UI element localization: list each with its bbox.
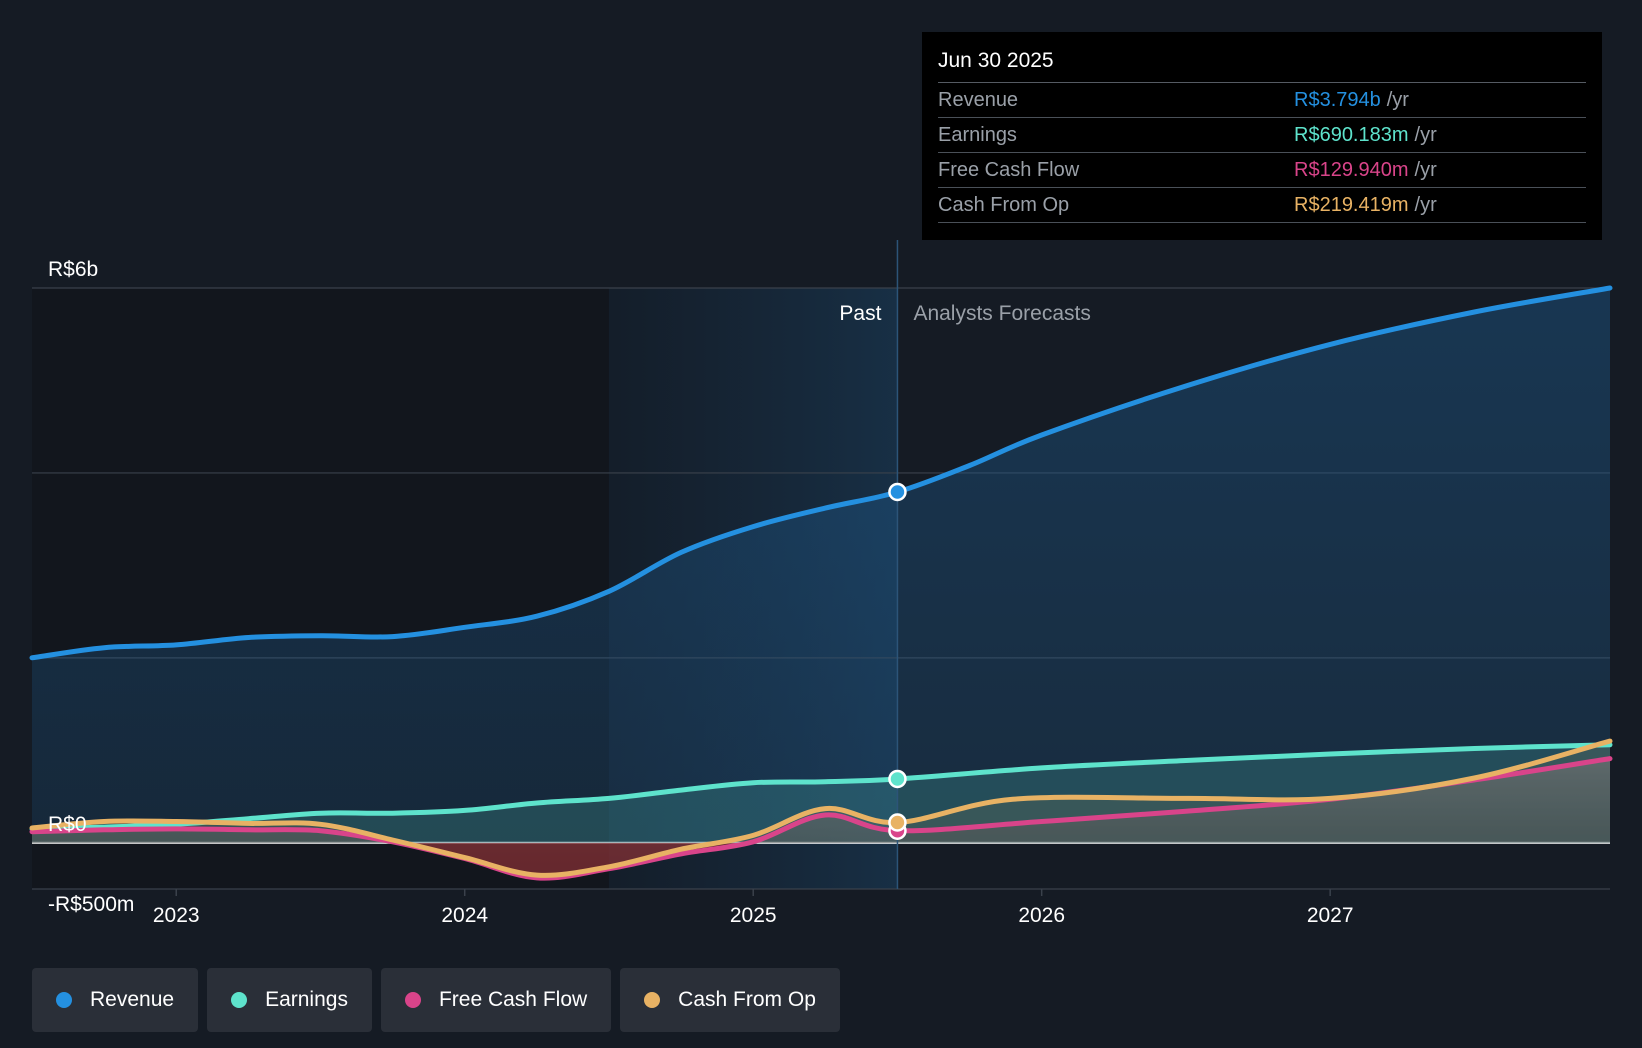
tooltip-value: R$129.940m (1294, 159, 1409, 181)
y-tick-label: R$6b (48, 258, 98, 281)
y-tick-label: -R$500m (48, 893, 134, 916)
tooltip-value: R$219.419m (1294, 194, 1409, 216)
legend-item-cash-from-op[interactable]: Cash From Op (620, 968, 840, 1032)
tooltip-row-free-cash-flow: Free Cash Flow R$129.940m /yr (938, 153, 1586, 188)
tooltip-value: R$690.183m (1294, 124, 1409, 146)
chart-area: R$6b R$0 -R$500m 2023 2024 2025 2026 2027 Past An… (29, 240, 1613, 927)
earnings-marker (888, 769, 907, 789)
cash-from-op-marker (888, 813, 907, 832)
tooltip-row-cash-from-op: Cash From Op R$219.419m /yr (938, 188, 1586, 223)
legend-label: Earnings (265, 988, 348, 1011)
revenue-line (29, 285, 1613, 661)
x-tick-label: 2023 (153, 904, 200, 927)
y-tick-label: R$0 (48, 813, 87, 836)
tooltip-label: Cash From Op (938, 194, 1070, 216)
legend-dot-icon (231, 992, 248, 1008)
legend-label: Free Cash Flow (438, 988, 588, 1011)
legend-label: Revenue (90, 988, 175, 1011)
x-tick-label: 2026 (1018, 904, 1065, 927)
x-tick-label: 2027 (1307, 904, 1354, 927)
x-tick-label: 2024 (441, 904, 488, 927)
legend: Revenue Earnings Free Cash Flow Cash Fro… (32, 968, 840, 1032)
financial-chart: R$6b R$0 -R$500m 2023 2024 2025 2026 2027 Past An… (29, 240, 1613, 927)
past-label: Past (839, 302, 881, 325)
revenue-area (32, 288, 1610, 843)
tooltip-label: Earnings (938, 124, 1017, 146)
tooltip-unit: /yr (1414, 124, 1437, 146)
legend-label: Cash From Op (678, 988, 816, 1011)
cash-from-op-area (32, 741, 1610, 876)
x-tick-label: 2025 (730, 904, 777, 927)
tooltip-label: Revenue (938, 89, 1019, 111)
legend-item-revenue[interactable]: Revenue (32, 968, 199, 1032)
free-cash-flow-line (29, 756, 1613, 881)
cash-from-op-line (29, 738, 1613, 878)
tooltip-unit: /yr (1414, 159, 1437, 181)
legend-item-earnings[interactable]: Earnings (207, 968, 372, 1032)
legend-item-free-cash-flow[interactable]: Free Cash Flow (380, 968, 612, 1032)
forecast-label: Analysts Forecasts (913, 302, 1090, 325)
legend-dot-icon (56, 992, 72, 1008)
tooltip-date: Jun 30 2025 (938, 46, 1586, 83)
earnings-line (29, 742, 1613, 832)
tooltip-unit: /yr (1414, 194, 1437, 216)
legend-dot-icon (644, 992, 661, 1008)
tooltip-value: R$3.794b (1294, 89, 1381, 111)
tooltip-row-earnings: Earnings R$690.183m /yr (938, 118, 1586, 153)
tooltip-label: Free Cash Flow (938, 159, 1080, 181)
revenue-marker (888, 482, 907, 502)
tooltip-row-revenue: Revenue R$3.794b /yr (938, 83, 1586, 118)
tooltip: Jun 30 2025 Revenue R$3.794b /yr Earning… (922, 32, 1602, 240)
legend-dot-icon (404, 992, 421, 1008)
tooltip-unit: /yr (1386, 89, 1409, 111)
